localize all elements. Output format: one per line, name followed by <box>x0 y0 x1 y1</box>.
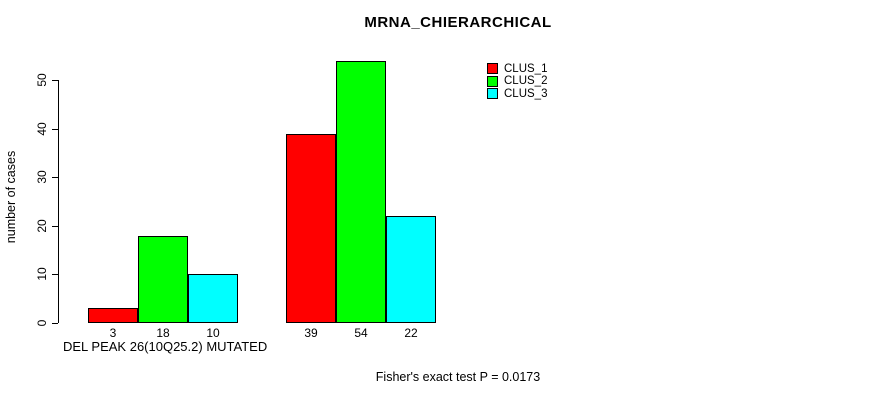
y-axis-tick <box>52 274 58 275</box>
bar-value-label: 22 <box>404 326 418 340</box>
y-axis-tick <box>52 225 58 227</box>
legend-swatch <box>487 88 498 100</box>
bar-value-label: 10 <box>206 326 220 340</box>
legend: CLUS_1 CLUS_2 CLUS_3 <box>487 62 548 100</box>
bar-clus_2-group-2 <box>336 61 386 323</box>
bar-value-label: 39 <box>304 326 318 340</box>
legend-label: CLUS_3 <box>504 87 548 100</box>
y-axis-tick-label: 10 <box>35 267 49 281</box>
y-axis-tick <box>52 128 58 130</box>
legend-swatch <box>487 63 498 74</box>
y-axis-title: number of cases <box>4 150 18 244</box>
bar-clus_1-group-1 <box>88 308 138 323</box>
annotation-text: Fisher's exact test P = 0.0173 <box>375 370 541 384</box>
bar-value-label: 3 <box>109 326 117 340</box>
y-axis-line <box>58 80 59 323</box>
legend-item-clus_3: CLUS_3 <box>487 87 548 100</box>
chart-title: MRNA_CHIERARCHICAL <box>364 14 552 31</box>
y-axis-tick-label: 50 <box>35 73 49 87</box>
legend-swatch <box>487 75 498 87</box>
bar-value-label: 54 <box>354 326 368 340</box>
legend-item-clus_1: CLUS_1 <box>487 62 548 75</box>
bar-clus_2-group-1 <box>138 236 188 323</box>
bar-clus_1-group-2 <box>286 134 336 323</box>
y-axis-tick <box>52 80 58 81</box>
bar-clus_3-group-2 <box>386 216 436 323</box>
y-axis-tick <box>52 322 58 324</box>
y-axis-tick-label: 20 <box>35 218 49 233</box>
y-axis-tick-label: 0 <box>35 319 49 326</box>
legend-label: CLUS_1 <box>504 62 548 75</box>
y-axis-tick-label: 30 <box>35 170 49 184</box>
y-axis-tick-label: 40 <box>35 121 49 136</box>
y-axis-tick <box>52 177 58 178</box>
bar-value-label: 18 <box>156 326 170 340</box>
legend-item-clus_2: CLUS_2 <box>487 75 548 88</box>
category-label: DEL PEAK 26(10Q25.2) MUTATED <box>63 339 268 354</box>
legend-label: CLUS_2 <box>504 75 548 88</box>
bar-clus_3-group-1 <box>188 274 238 323</box>
